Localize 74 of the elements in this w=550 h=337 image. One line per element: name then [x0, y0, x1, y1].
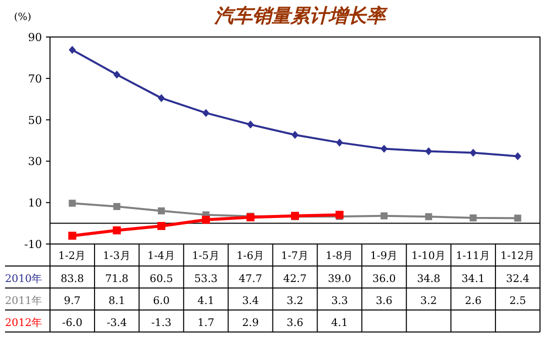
data-label: 36.0: [372, 273, 396, 285]
x-tick-label: 1-9月: [370, 250, 398, 262]
point: [470, 214, 477, 222]
point: [68, 46, 76, 54]
x-tick-label: 1-12月: [500, 250, 536, 262]
data-label: 3.2: [420, 295, 437, 307]
x-tick-label: 1-5月: [192, 250, 220, 262]
y-tick-label: 50: [28, 114, 42, 127]
x-tick-label: 1-6月: [236, 250, 264, 262]
plot: -10 10 30 50 70 90: [24, 31, 540, 251]
data-label: 3.2: [286, 295, 304, 307]
point: [158, 94, 165, 102]
point: [68, 200, 76, 207]
data-label: 8.1: [108, 295, 126, 307]
x-tick-label: 1-7月: [281, 250, 309, 262]
y-tick-label: 10: [28, 196, 42, 210]
x-tick-label: 1-3月: [102, 250, 131, 262]
data-label: 71.8: [105, 273, 129, 285]
x-tick-label: 1-11月: [456, 250, 490, 262]
data-label: 3.6: [286, 317, 304, 329]
data-label: 6.0: [153, 295, 170, 307]
point: [202, 216, 210, 224]
y-tick-label: -10: [24, 238, 42, 251]
data-label: 47.7: [238, 273, 262, 285]
data-label: 3.3: [331, 295, 348, 307]
y-tick-label: 90: [28, 31, 42, 44]
data-label: 34.1: [461, 273, 485, 285]
point: [336, 138, 344, 147]
text: 2010年: [5, 273, 43, 285]
data-label: 2.5: [509, 295, 526, 307]
data-label: 39.0: [328, 273, 352, 285]
data-label: 34.8: [416, 273, 440, 285]
point: [514, 214, 522, 222]
data-label: 2.9: [242, 317, 259, 329]
data-label: -3.4: [106, 317, 128, 329]
data-label: 9.7: [64, 295, 81, 307]
text: 2011年: [5, 295, 43, 307]
data-label: 4.1: [198, 295, 214, 307]
point: [112, 226, 121, 234]
point: [157, 222, 166, 230]
data-label: -1.3: [151, 317, 172, 329]
text: 2012年: [5, 317, 43, 329]
data-label: -6.0: [62, 317, 82, 329]
data-label: 53.3: [194, 273, 218, 285]
x-tick-label: 1-4月: [147, 250, 176, 262]
title: 汽车销量累计增长率: [214, 5, 386, 27]
y-tick-label: 70: [28, 72, 42, 86]
data-label: 42.7: [283, 273, 307, 285]
point: [514, 152, 522, 160]
x-tick-label: 1-2月: [58, 250, 86, 262]
data-label: 60.5: [150, 273, 174, 285]
y-tick-label: 30: [28, 155, 42, 168]
x-tick-label: 1-8月: [326, 250, 354, 262]
point: [425, 213, 432, 220]
data-label: 32.4: [506, 273, 530, 285]
ylabel: (%): [14, 12, 32, 23]
point: [470, 148, 477, 157]
data-label: 4.1: [331, 317, 348, 329]
data-label: 1.7: [198, 317, 214, 329]
point: [158, 207, 165, 214]
point: [202, 108, 210, 117]
point: [292, 130, 298, 139]
point: [68, 232, 76, 240]
data-label: 2.6: [464, 295, 482, 307]
point: [246, 120, 254, 129]
data-label: 83.8: [60, 273, 84, 285]
point: [380, 144, 388, 153]
point: [113, 203, 120, 210]
point: [425, 147, 432, 156]
point: [113, 70, 120, 79]
data-label: 3.4: [242, 295, 260, 307]
x-tick-label: 1-10月: [411, 250, 446, 262]
data-label: 3.6: [376, 295, 393, 307]
point: [380, 212, 388, 220]
